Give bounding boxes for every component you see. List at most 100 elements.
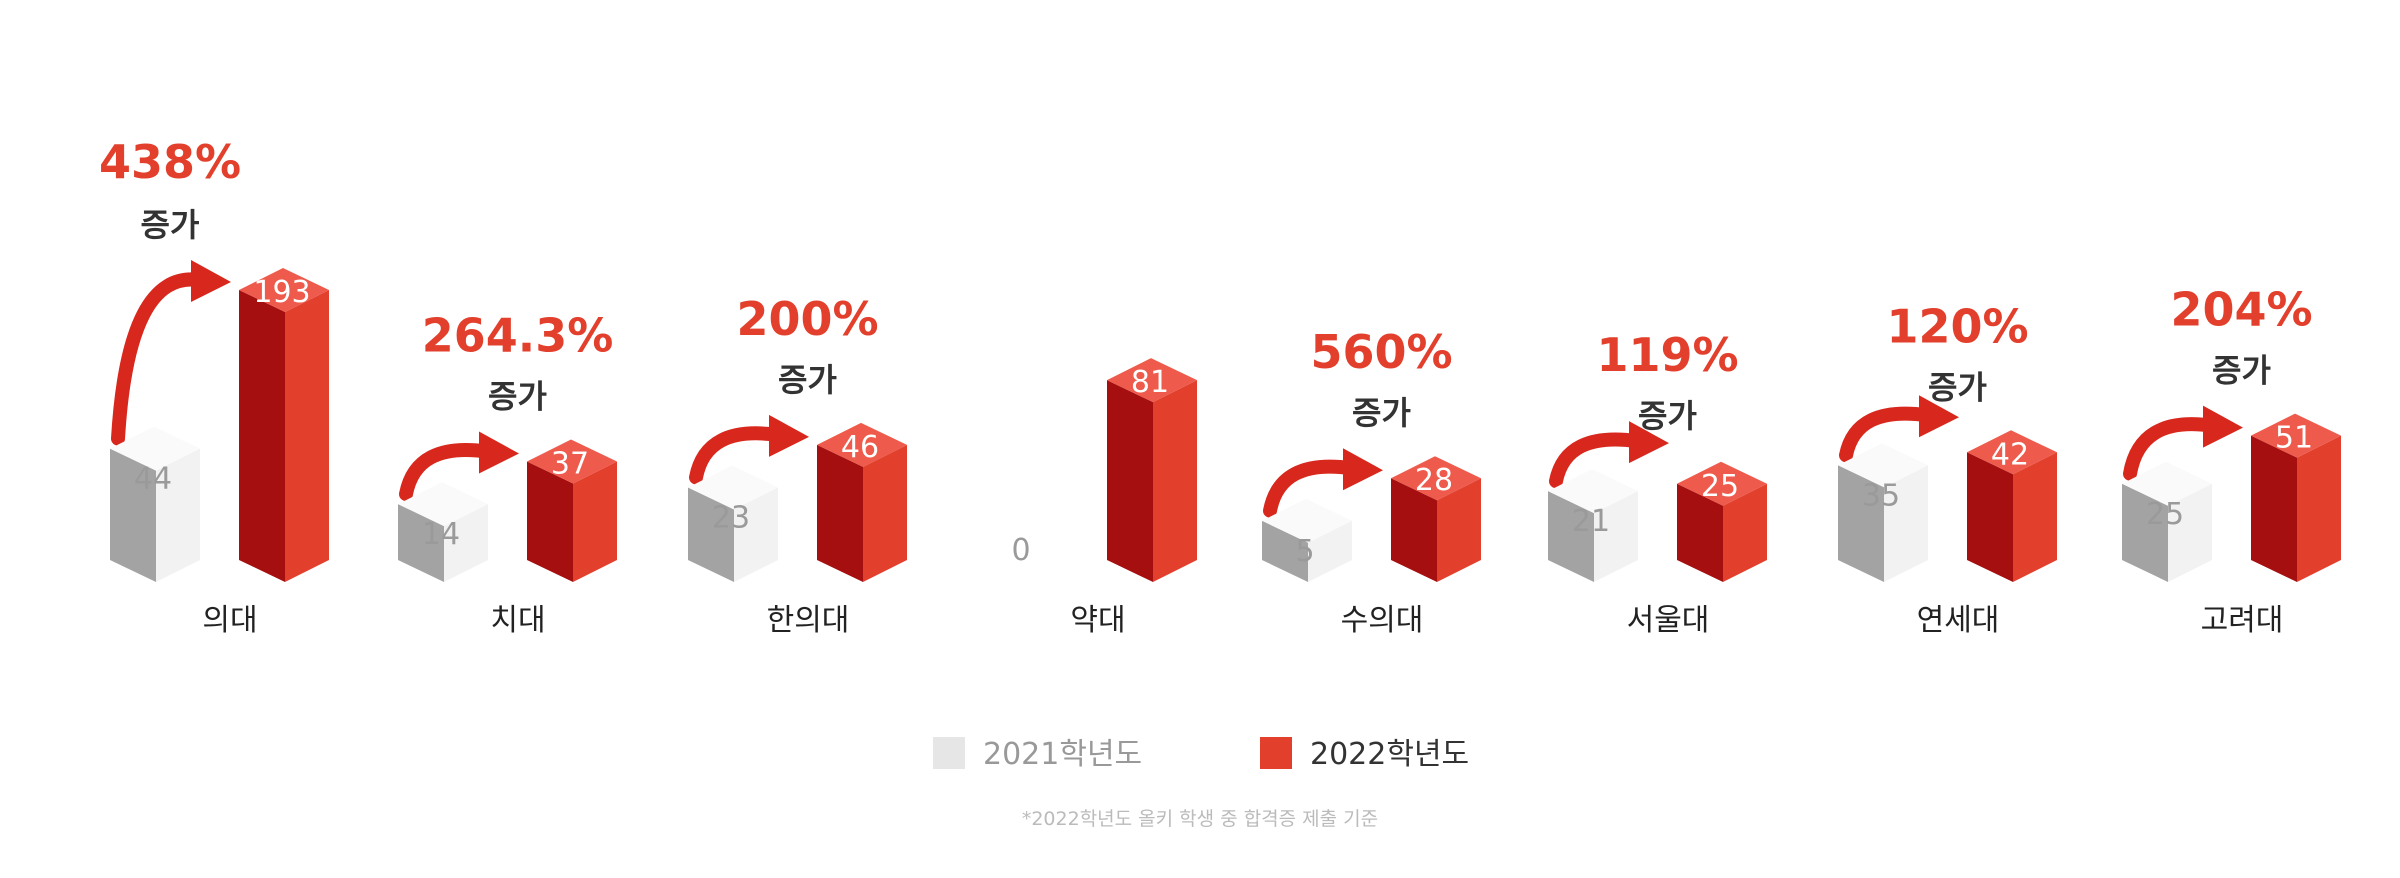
value-label-2021-7: 25 (2146, 497, 2184, 532)
bar-2022-5-front (1677, 483, 1723, 582)
bar-2021-6-side (1884, 465, 1928, 582)
bar-2022-7 (2251, 413, 2341, 582)
value-label-2022-2: 46 (841, 430, 879, 465)
growth-arrow-head-5 (1629, 421, 1669, 464)
value-label-2022-5: 25 (1701, 469, 1739, 504)
value-label-2021-1: 14 (422, 517, 460, 552)
bar-2022-2-front (817, 444, 863, 582)
increase-word-5: 증가 (1638, 397, 1697, 435)
bar-2022-0-top (239, 268, 329, 312)
value-label-2021-5: 21 (1572, 504, 1610, 539)
growth-arrow-head-4 (1343, 448, 1383, 491)
category-label-5: 서울대 (1627, 603, 1710, 638)
increase-percent-7: 204% (2170, 283, 2312, 337)
bar-2022-1-side (573, 461, 617, 582)
bar-2021-2 (688, 465, 778, 582)
value-label-2022-4: 28 (1415, 463, 1453, 498)
increase-word-1: 증가 (488, 378, 547, 416)
arrows-layer (111, 260, 2243, 518)
category-label-7: 고려대 (2201, 603, 2284, 638)
bar-2021-6-front (1838, 465, 1884, 582)
bar-2021-1-side (444, 504, 488, 582)
growth-arrow-5 (1549, 421, 1669, 489)
bar-2022-7-top (2251, 413, 2341, 458)
legend-swatch-2021 (933, 737, 965, 769)
bars-layer (110, 268, 2341, 582)
bar-2021-1-top (398, 482, 488, 527)
growth-arrow-body-5 (1549, 432, 1644, 489)
legend-swatch-2022 (1260, 737, 1292, 769)
bar-2022-5-side (1723, 483, 1767, 582)
growth-arrow-7 (2123, 405, 2243, 481)
value-label-2022-6: 42 (1991, 437, 2029, 472)
bar-2021-2-front (688, 487, 734, 582)
bar-2022-5-top (1677, 461, 1767, 506)
growth-arrow-2 (689, 414, 809, 485)
growth-arrow-body-2 (689, 426, 784, 485)
bar-2022-7-side (2297, 435, 2341, 582)
value-label-2021-4: 5 (1295, 534, 1314, 569)
bar-2021-4-front (1262, 520, 1308, 582)
bar-2021-1 (398, 482, 488, 582)
bar-2021-4 (1262, 498, 1352, 582)
increase-word-0: 증가 (141, 206, 200, 244)
category-label-6: 연세대 (1917, 603, 2000, 638)
bar-2022-4-top (1391, 456, 1481, 501)
bar-2022-0-front (239, 290, 285, 582)
increase-word-6: 증가 (1928, 368, 1987, 406)
growth-arrow-body-7 (2123, 417, 2218, 481)
value-label-2021-3: 0 (1011, 533, 1030, 568)
bar-2021-1-front (398, 504, 444, 582)
bar-2021-0 (110, 426, 200, 582)
increase-percent-2: 200% (736, 292, 878, 346)
bar-2022-0-side (285, 290, 329, 582)
bar-2022-3-front (1107, 380, 1153, 582)
category-label-0: 의대 (202, 603, 257, 638)
bar-2021-7-front (2122, 483, 2168, 582)
legend-label-2021: 2021학년도 (983, 737, 1142, 772)
value-label-2021-0: 44 (134, 462, 172, 497)
bar-2021-0-top (110, 426, 200, 471)
legend: 2021학년도 2022학년도 (933, 737, 1469, 772)
value-label-2022-0: 193 (253, 275, 310, 310)
bar-2021-5-side (1594, 491, 1638, 582)
value-label-2021-6: 35 (1862, 478, 1900, 513)
bar-2022-3-top (1107, 358, 1197, 403)
bar-2021-5-top (1548, 469, 1638, 514)
growth-arrow-body-4 (1263, 459, 1358, 518)
bar-2021-4-side (1308, 520, 1352, 582)
bar-2022-2 (817, 422, 907, 582)
bar-2021-7 (2122, 461, 2212, 582)
bar-2022-3-side (1153, 380, 1197, 582)
bar-2021-5 (1548, 469, 1638, 582)
bar-2021-2-top (688, 465, 778, 510)
bar-2022-4-front (1391, 478, 1437, 582)
bar-2022-1-top (527, 439, 617, 484)
bar-2021-2-side (734, 487, 778, 582)
growth-arrow-0 (111, 260, 231, 446)
growth-arrow-head-0 (191, 260, 231, 302)
growth-arrow-body-1 (399, 442, 494, 502)
bar-2022-6-top (1967, 430, 2057, 475)
bar-2022-4 (1391, 456, 1481, 582)
bar-2022-7-front (2251, 435, 2297, 582)
bar-2021-6 (1838, 443, 1928, 582)
bar-2022-1 (527, 439, 617, 582)
increase-word-4: 증가 (1352, 394, 1411, 432)
increase-percent-6: 120% (1886, 299, 2028, 353)
increase-word-2: 증가 (778, 361, 837, 399)
bar-2022-5 (1677, 461, 1767, 582)
bar-2021-5-front (1548, 491, 1594, 582)
growth-arrow-head-2 (769, 414, 809, 457)
growth-arrow-head-6 (1919, 395, 1959, 438)
bar-2022-6-front (1967, 452, 2013, 582)
bar-2021-6-top (1838, 443, 1928, 488)
bar-2022-1-front (527, 461, 573, 582)
increase-word-7: 증가 (2212, 352, 2271, 390)
bar-2022-2-side (863, 444, 907, 582)
value-label-2021-2: 23 (712, 500, 750, 535)
bar-2021-0-front (110, 448, 156, 582)
growth-arrow-4 (1263, 448, 1383, 518)
